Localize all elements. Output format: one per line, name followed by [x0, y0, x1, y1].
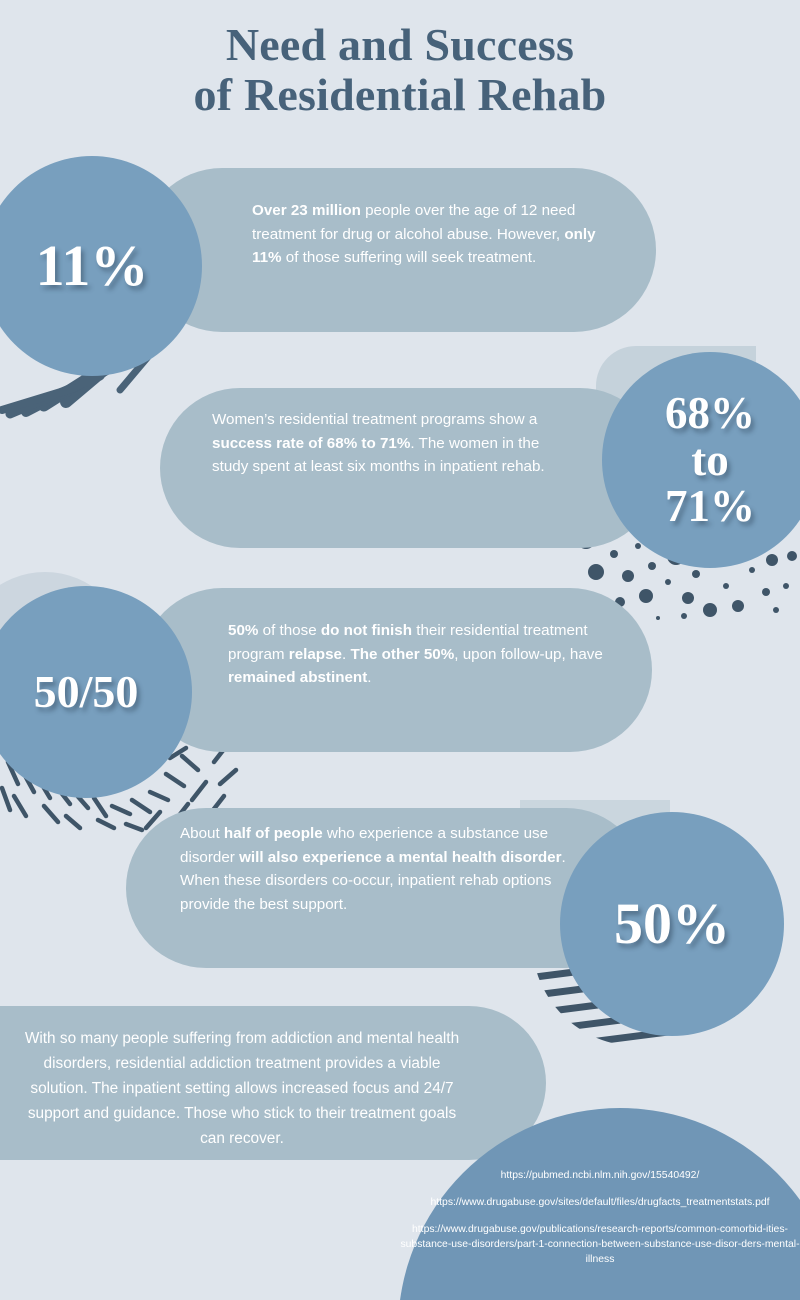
stat-card-3: 50% of those do not finish their residen…: [140, 588, 652, 752]
page-title-line1: Need and Success: [225, 19, 575, 70]
page-title: Need and Success of Residential Rehab: [0, 20, 800, 120]
source-link-2[interactable]: https://www.drugabuse.gov/sites/default/…: [430, 1197, 770, 1208]
conclusion-text: With so many people suffering from addic…: [24, 1030, 460, 1147]
stat-card-4: About half of people who experience a su…: [126, 808, 646, 968]
stat-circle-50-50: 50/50: [0, 586, 192, 798]
stat-value-68-to-71-percent: 68% to 71%: [665, 387, 755, 532]
page-title-line2: of Residential Rehab: [193, 69, 607, 120]
source-link-1[interactable]: https://pubmed.ncbi.nlm.nih.gov/15540492…: [500, 1170, 700, 1181]
stat-card-3-text: 50% of those do not finish their residen…: [228, 622, 603, 686]
sources-list: https://pubmed.ncbi.nlm.nih.gov/15540492…: [398, 1168, 800, 1267]
stat-value-50-50: 50/50: [33, 665, 139, 717]
stat-card-2-text: Women’s residential treatment programs s…: [212, 411, 545, 475]
stat-circle-11-percent: 11%: [0, 156, 202, 376]
stat-card-1-text: Over 23 million people over the age of 1…: [252, 202, 596, 266]
stat-circle-68-to-71-percent: 68% to 71%: [602, 352, 800, 568]
source-link-3[interactable]: https://www.drugabuse.gov/publications/r…: [400, 1224, 800, 1265]
stat-card-2: Women’s residential treatment programs s…: [160, 388, 660, 548]
stat-card-1: Over 23 million people over the age of 1…: [140, 168, 656, 332]
conclusion-card: With so many people suffering from addic…: [0, 1006, 546, 1160]
stat-value-11-percent: 11%: [35, 233, 149, 299]
stat-value-50-percent: 50%: [614, 891, 730, 957]
stat-card-4-text: About half of people who experience a su…: [180, 825, 566, 913]
stat-circle-50-percent: 50%: [560, 812, 784, 1036]
